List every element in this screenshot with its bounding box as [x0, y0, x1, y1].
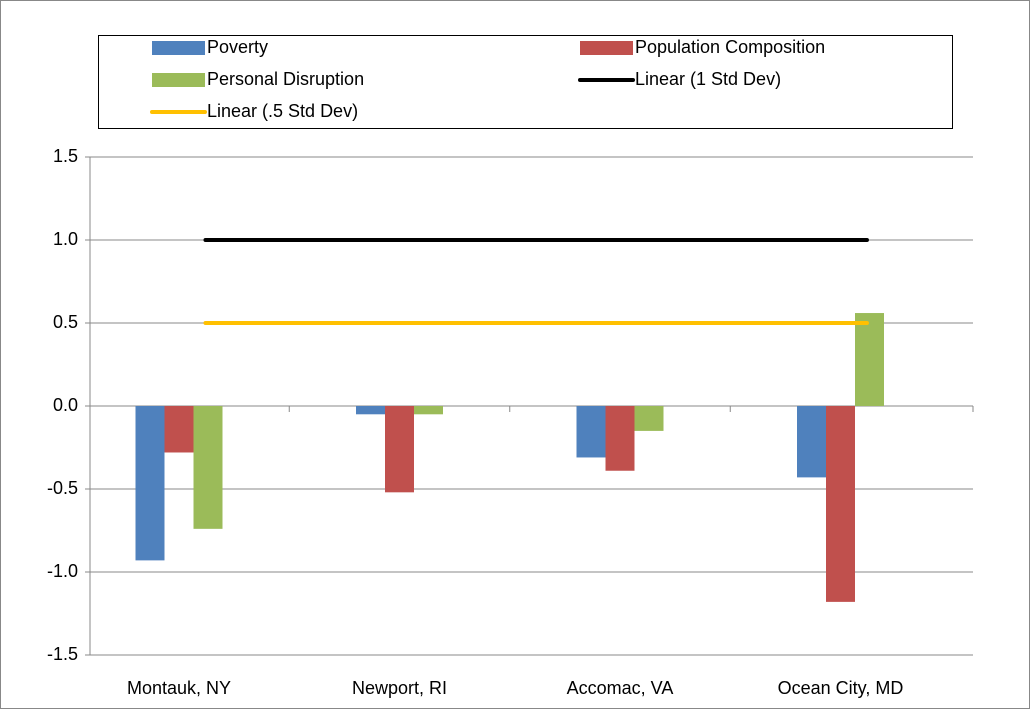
x-tick-label: Accomac, VA [567, 678, 674, 698]
legend-label: Population Composition [635, 37, 825, 57]
bar [797, 406, 826, 478]
y-tick-label: -0.5 [47, 478, 78, 498]
bar [605, 406, 635, 471]
legend-box [98, 35, 953, 129]
bar [164, 406, 194, 453]
legend-label: Personal Disruption [207, 69, 364, 89]
y-tick-label: -1.0 [47, 561, 78, 581]
x-tick-label: Newport, RI [352, 678, 447, 698]
y-tick-label: 1.5 [53, 146, 78, 166]
bar [855, 313, 884, 406]
x-tick-label: Ocean City, MD [778, 678, 904, 698]
bar [356, 406, 385, 415]
y-tick-label: 0.0 [53, 395, 78, 415]
bar [193, 406, 223, 529]
y-tick-label: 0.5 [53, 312, 78, 332]
legend-swatch [580, 41, 633, 55]
bar [385, 406, 414, 493]
legend-swatch [152, 41, 205, 55]
bar [826, 406, 855, 602]
bar [414, 406, 443, 415]
bar [576, 406, 606, 458]
y-tick-label: 1.0 [53, 229, 78, 249]
legend-label: Linear (.5 Std Dev) [207, 101, 358, 121]
y-tick-label: -1.5 [47, 644, 78, 664]
legend-swatch [152, 73, 205, 87]
legend-label: Linear (1 Std Dev) [635, 69, 781, 89]
x-tick-label: Montauk, NY [127, 678, 231, 698]
legend-label: Poverty [207, 37, 268, 57]
bar [634, 406, 664, 431]
bar [135, 406, 165, 561]
